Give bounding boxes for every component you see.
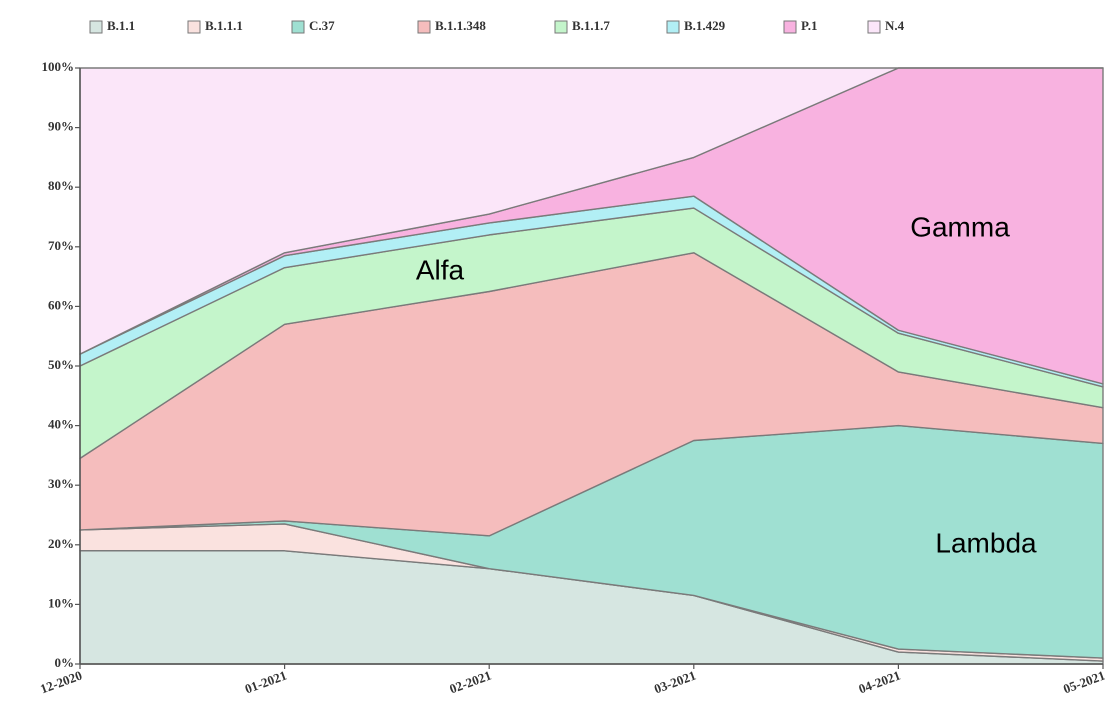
- y-tick-label: 30%: [48, 476, 74, 491]
- legend-label: B.1.1.348: [435, 18, 486, 33]
- annotation: Gamma: [910, 211, 1010, 242]
- legend-swatch: [554, 20, 568, 34]
- legend-swatch: [783, 20, 797, 34]
- y-tick-label: 70%: [48, 238, 74, 253]
- y-tick-label: 10%: [48, 595, 74, 610]
- legend-swatch: [867, 20, 881, 34]
- y-tick-label: 100%: [42, 59, 75, 74]
- y-tick-label: 40%: [48, 417, 74, 432]
- legend-label: C.37: [309, 18, 335, 33]
- y-tick-label: 0%: [55, 655, 75, 670]
- legend-label: N.4: [885, 18, 905, 33]
- legend-label: P.1: [801, 18, 818, 33]
- x-tick-label: 01-2021: [243, 668, 289, 697]
- x-tick-label: 02-2021: [447, 668, 493, 697]
- annotation: Lambda: [935, 527, 1037, 558]
- y-tick-label: 90%: [48, 119, 74, 134]
- y-tick-label: 50%: [48, 357, 74, 372]
- area: [79, 67, 1104, 355]
- legend-label: B.1.1.1: [205, 18, 243, 33]
- legend-swatch: [291, 20, 305, 34]
- legend-swatch: [666, 20, 680, 34]
- legend-swatch: [187, 20, 201, 34]
- annotation: Alfa: [416, 254, 465, 285]
- legend-swatch: [417, 20, 431, 34]
- y-tick-label: 80%: [48, 178, 74, 193]
- y-tick-label: 60%: [48, 297, 74, 312]
- legend-label: B.1.429: [684, 18, 726, 33]
- x-tick-label: 05-2021: [1061, 668, 1105, 697]
- legend-label: B.1.1: [107, 18, 135, 33]
- legend-label: B.1.1.7: [572, 18, 610, 33]
- legend-swatch: [89, 20, 103, 34]
- x-tick-label: 03-2021: [652, 668, 698, 697]
- x-tick-label: 04-2021: [857, 668, 903, 697]
- x-tick-label: 12-2020: [38, 668, 84, 697]
- y-tick-label: 20%: [48, 536, 74, 551]
